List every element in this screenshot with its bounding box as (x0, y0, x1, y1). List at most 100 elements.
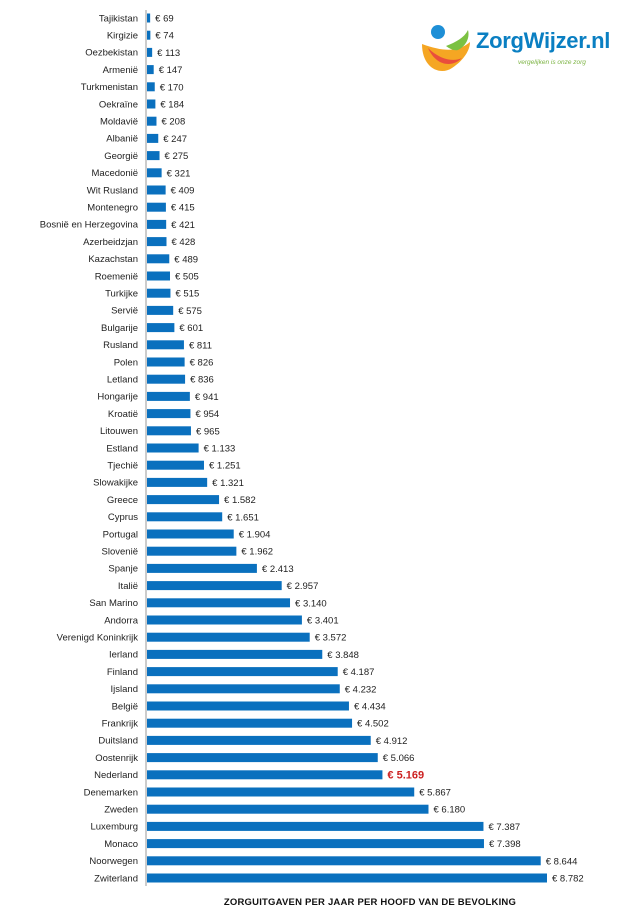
value-label: € 1.651 (227, 512, 259, 523)
category-label: Litouwen (100, 426, 138, 437)
logo-mark-icon (422, 25, 470, 71)
value-label: € 1.321 (212, 478, 244, 489)
value-label: € 5.867 (419, 788, 451, 799)
category-label: Luxemburg (90, 822, 138, 833)
category-label: Spanje (108, 564, 138, 575)
bar-tjechi- (147, 460, 204, 470)
value-labels-group: € 69 € 74 € 113 € 147 € 170 € 184 € 208 € 247 € … (155, 14, 584, 885)
value-label: € 113 (157, 48, 180, 59)
bar-verenigd-koninkrijk (147, 632, 310, 642)
category-label: Kazachstan (88, 254, 138, 265)
category-label: Montenegro (87, 203, 138, 214)
logo-tagline: vergelijken is onze zorg (518, 59, 586, 66)
value-label: € 965 (196, 426, 220, 437)
bars-group (147, 13, 547, 883)
value-label: € 3.848 (327, 650, 359, 661)
category-label: Ijsland (111, 684, 138, 695)
bar-macedoni- (147, 168, 162, 178)
value-label: € 811 (189, 340, 212, 351)
bar-greece (147, 495, 220, 505)
value-label: € 170 (160, 82, 184, 93)
value-label: € 1.133 (204, 444, 236, 455)
bar-finland (147, 667, 338, 677)
value-label: € 4.502 (357, 719, 389, 730)
zorgwijzer-logo[interactable]: ZorgWijzer.nl vergelijken is onze zorg (418, 18, 618, 82)
category-label: Zwiterland (94, 873, 138, 884)
value-label: € 2.957 (287, 581, 319, 592)
category-label: Portugal (103, 529, 138, 540)
bar-wit-rusland (147, 185, 166, 195)
category-label: Bulgarije (101, 323, 138, 334)
value-label: € 69 (155, 14, 174, 25)
value-label: € 321 (167, 168, 191, 179)
value-label: € 147 (159, 65, 183, 76)
value-label: € 515 (175, 289, 199, 300)
category-label: Andorra (104, 615, 139, 626)
bar-tajikistan (147, 13, 151, 23)
bar-oekra-ne (147, 99, 156, 109)
category-label: Ierland (109, 650, 138, 661)
category-label: Rusland (103, 340, 138, 351)
category-label: Servië (111, 306, 138, 317)
bar-luxemburg (147, 821, 484, 831)
bar-letland (147, 374, 186, 384)
category-label: San Marino (89, 598, 138, 609)
bar-kroati- (147, 409, 191, 419)
value-label: € 505 (175, 272, 199, 283)
bar-slowakijke (147, 477, 208, 487)
category-label: Albanië (106, 134, 138, 145)
value-label-highlight: € 5.169 (387, 769, 424, 781)
bar-bosni-en-herzegovina (147, 219, 167, 229)
category-label: Oekraïne (99, 99, 138, 110)
category-label: Zweden (104, 805, 138, 816)
bar-zweden (147, 804, 429, 814)
category-label: Finland (107, 667, 138, 678)
category-label: Bosnië en Herzegovina (40, 220, 139, 231)
category-label: Slowakijke (93, 478, 138, 489)
category-label: Oostenrijk (95, 753, 138, 764)
value-label: € 421 (171, 220, 195, 231)
value-label: € 1.251 (209, 461, 241, 472)
bar-portugal (147, 529, 234, 539)
value-label: € 5.066 (383, 753, 415, 764)
bar-noorwegen (147, 856, 541, 866)
category-label: Turkijke (105, 289, 138, 300)
bar-oezbekistan (147, 47, 153, 57)
value-label: € 184 (160, 100, 184, 111)
category-label: Georgië (104, 151, 138, 162)
bar-kirgizie (147, 30, 151, 40)
category-label: Duitsland (98, 736, 138, 747)
value-label: € 8.782 (552, 874, 584, 885)
bar-duitsland (147, 735, 371, 745)
bar-frankrijk (147, 718, 353, 728)
category-label: Estland (106, 443, 138, 454)
category-label: Kirgizie (107, 31, 138, 42)
bar-monaco (147, 839, 484, 849)
bar-servi- (147, 305, 174, 315)
value-label: € 2.413 (262, 564, 294, 575)
bar-rusland (147, 340, 184, 350)
value-label: € 7.387 (488, 822, 520, 833)
value-label: € 8.644 (546, 856, 578, 867)
bar-albani- (147, 133, 159, 143)
bar-kazachstan (147, 254, 170, 264)
bar-andorra (147, 615, 302, 625)
bar-hongarije (147, 391, 190, 401)
value-label: € 6.180 (433, 805, 465, 816)
value-label: € 4.187 (343, 667, 375, 678)
category-label: Letland (107, 375, 138, 386)
value-label: € 4.912 (376, 736, 408, 747)
bar-zwiterland (147, 873, 547, 883)
bar-roemeni- (147, 271, 171, 281)
category-label: Cyprus (108, 512, 138, 523)
category-label: Turkmenistan (81, 82, 138, 93)
category-label: Tajikistan (99, 13, 138, 24)
category-label: Monaco (104, 839, 138, 850)
value-label: € 941 (195, 392, 219, 403)
value-label: € 489 (174, 254, 198, 265)
value-label: € 275 (165, 151, 189, 162)
bar-turkijke (147, 288, 171, 298)
value-label: € 3.140 (295, 598, 327, 609)
category-label: Armenië (103, 65, 138, 76)
